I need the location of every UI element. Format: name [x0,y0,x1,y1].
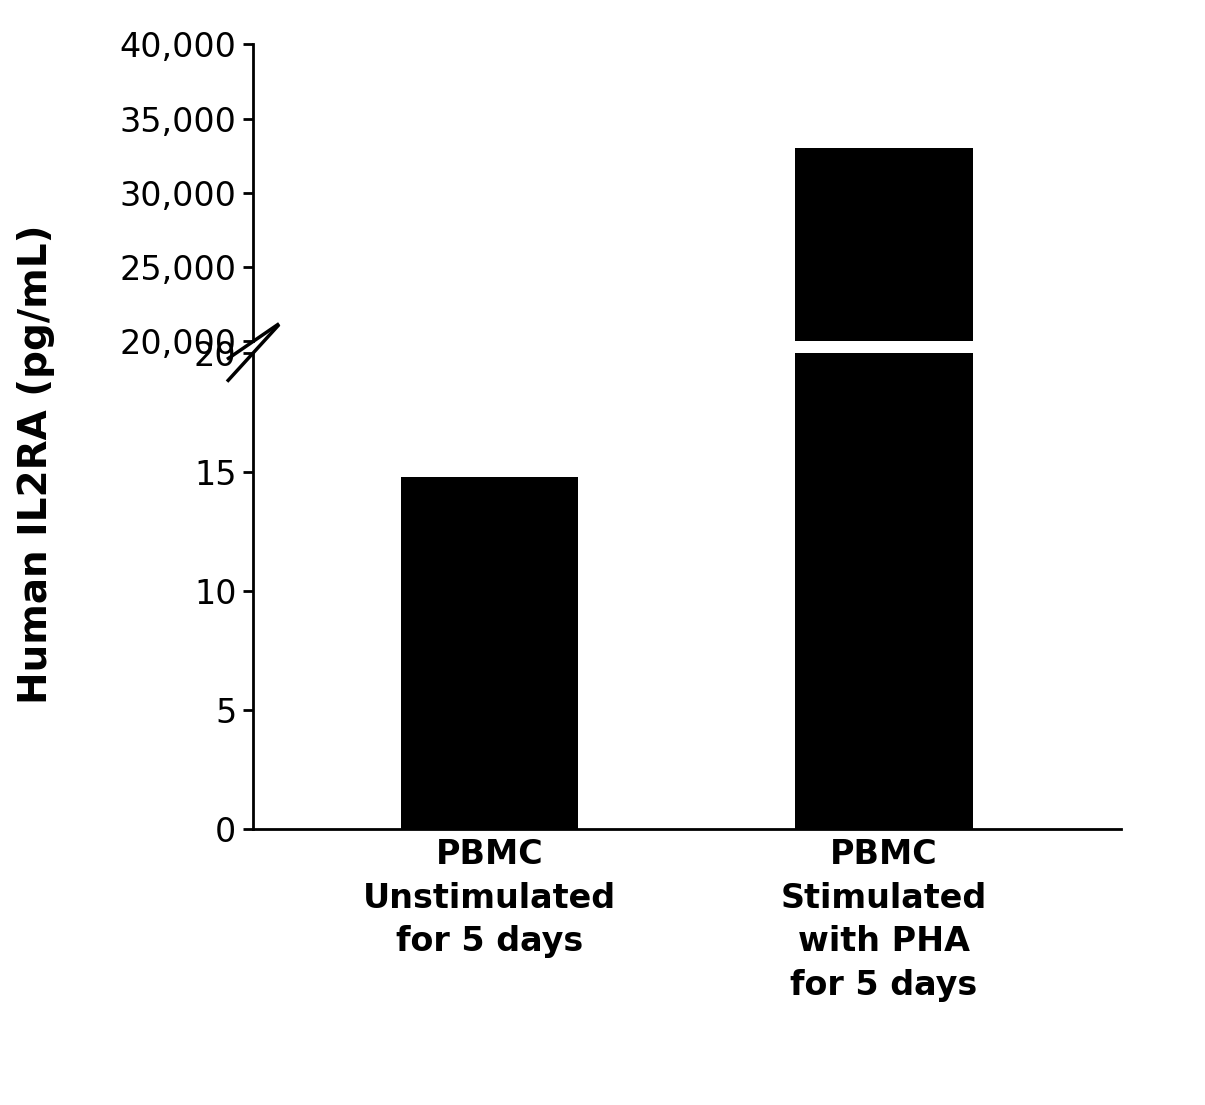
Text: Human IL2RA (pg/mL): Human IL2RA (pg/mL) [17,224,55,704]
Bar [795,354,972,829]
Bar [401,476,578,829]
Bar [795,148,972,341]
